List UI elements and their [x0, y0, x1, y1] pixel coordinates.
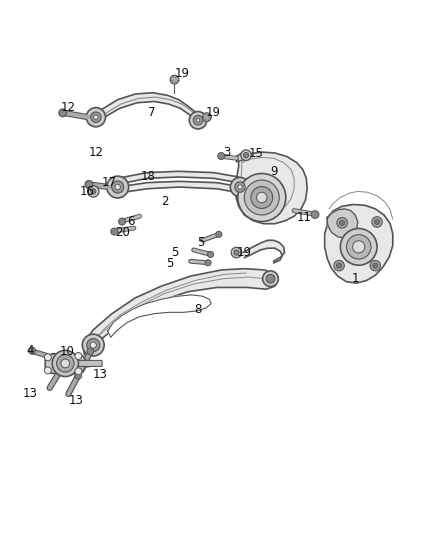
Circle shape — [241, 150, 251, 160]
Circle shape — [91, 189, 96, 194]
Text: 6: 6 — [127, 215, 134, 229]
Circle shape — [94, 115, 98, 119]
Text: 5: 5 — [166, 256, 174, 270]
Text: 19: 19 — [174, 67, 189, 80]
Text: 16: 16 — [80, 185, 95, 198]
Polygon shape — [96, 93, 199, 125]
Circle shape — [251, 187, 273, 208]
Circle shape — [90, 342, 96, 348]
Polygon shape — [243, 240, 285, 263]
Text: 15: 15 — [248, 147, 263, 160]
Text: 11: 11 — [297, 211, 312, 224]
Circle shape — [334, 261, 344, 271]
Text: 19: 19 — [237, 246, 252, 259]
Circle shape — [44, 354, 51, 361]
Circle shape — [373, 263, 378, 268]
Polygon shape — [118, 171, 239, 184]
Circle shape — [218, 152, 225, 159]
Circle shape — [44, 367, 51, 374]
Text: 7: 7 — [148, 106, 155, 119]
Text: 17: 17 — [102, 176, 117, 189]
Text: 13: 13 — [68, 394, 83, 407]
Circle shape — [28, 348, 35, 354]
Text: 18: 18 — [141, 171, 155, 183]
Circle shape — [193, 116, 203, 125]
Circle shape — [112, 181, 124, 193]
Circle shape — [311, 211, 319, 219]
Text: 9: 9 — [270, 165, 277, 178]
Circle shape — [244, 152, 249, 158]
Text: 10: 10 — [60, 345, 74, 358]
Text: 5: 5 — [197, 236, 205, 249]
Text: 20: 20 — [115, 226, 130, 239]
Text: 1: 1 — [351, 272, 359, 285]
Polygon shape — [327, 209, 358, 238]
Circle shape — [238, 185, 242, 189]
Circle shape — [231, 247, 242, 258]
Polygon shape — [236, 152, 307, 224]
Circle shape — [244, 180, 279, 215]
Circle shape — [189, 111, 207, 129]
Text: 4: 4 — [27, 344, 34, 357]
Circle shape — [111, 228, 118, 235]
Circle shape — [61, 359, 70, 368]
Circle shape — [340, 229, 377, 265]
Circle shape — [75, 372, 82, 379]
Circle shape — [85, 181, 93, 188]
Circle shape — [87, 348, 94, 355]
Circle shape — [202, 113, 211, 122]
Circle shape — [57, 367, 64, 374]
Polygon shape — [83, 269, 278, 354]
Circle shape — [230, 177, 250, 197]
Circle shape — [82, 334, 104, 356]
Circle shape — [107, 176, 129, 198]
Circle shape — [336, 263, 342, 268]
Text: 2: 2 — [161, 196, 168, 208]
Circle shape — [170, 75, 179, 84]
Circle shape — [91, 112, 101, 123]
Polygon shape — [325, 205, 393, 283]
Circle shape — [205, 260, 211, 266]
FancyBboxPatch shape — [78, 360, 102, 367]
Text: 19: 19 — [206, 106, 221, 119]
Polygon shape — [118, 181, 242, 193]
Circle shape — [353, 241, 365, 253]
Circle shape — [216, 231, 222, 237]
Circle shape — [86, 108, 106, 127]
Circle shape — [238, 174, 286, 222]
Circle shape — [59, 109, 67, 117]
Circle shape — [372, 217, 382, 227]
Circle shape — [196, 118, 200, 122]
Text: 13: 13 — [23, 387, 38, 400]
Polygon shape — [237, 152, 249, 161]
Text: 12: 12 — [88, 146, 103, 159]
Text: 3: 3 — [223, 146, 230, 159]
Circle shape — [374, 220, 380, 224]
Circle shape — [88, 185, 99, 197]
Polygon shape — [45, 354, 95, 374]
Circle shape — [75, 368, 82, 375]
Text: 12: 12 — [61, 101, 76, 114]
Circle shape — [115, 184, 120, 190]
Text: 13: 13 — [93, 368, 108, 381]
Circle shape — [346, 235, 371, 259]
Circle shape — [235, 182, 245, 192]
Text: 8: 8 — [194, 303, 202, 316]
Circle shape — [119, 218, 126, 225]
Circle shape — [370, 261, 381, 271]
Circle shape — [234, 250, 239, 255]
Polygon shape — [108, 295, 211, 337]
Circle shape — [52, 350, 78, 376]
Circle shape — [339, 220, 345, 225]
Text: 5: 5 — [171, 246, 178, 259]
Circle shape — [57, 354, 74, 372]
Circle shape — [87, 338, 100, 352]
Circle shape — [75, 352, 82, 359]
Circle shape — [337, 217, 347, 228]
Circle shape — [263, 271, 279, 287]
Circle shape — [266, 274, 275, 283]
Circle shape — [257, 192, 267, 203]
Circle shape — [208, 252, 214, 257]
